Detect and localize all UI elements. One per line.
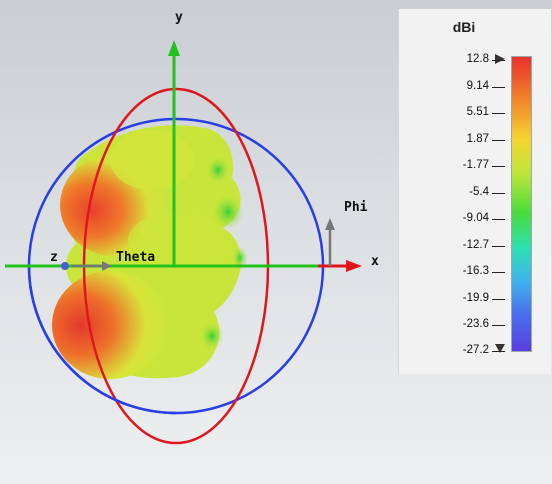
x-axis-label: x xyxy=(371,254,379,269)
legend-unit-label: dBi xyxy=(452,19,476,35)
theta-label: Theta xyxy=(116,250,156,265)
legend-tick: -12.7 xyxy=(443,239,505,253)
legend-tick: -27.2 xyxy=(443,344,505,358)
legend-tick: -5.4 xyxy=(443,186,505,200)
legend-tick: 1.87 xyxy=(443,133,505,147)
legend-tick: -16.3 xyxy=(443,265,505,279)
colorbar xyxy=(511,56,532,352)
legend-tick: 5.51 xyxy=(443,106,505,120)
legend-tick: -1.77 xyxy=(443,159,505,173)
legend-tick: 12.8 xyxy=(443,53,505,67)
phi-label: Phi xyxy=(344,200,368,215)
max-marker-icon xyxy=(495,54,505,64)
legend-tick: -9.04 xyxy=(443,212,505,226)
z-axis-label: z xyxy=(50,250,58,265)
legend-tick: -23.6 xyxy=(443,318,505,332)
x-axis-arrow-icon xyxy=(346,260,362,272)
legend-tick: 9.14 xyxy=(443,80,505,94)
far-field-pattern-plot[interactable] xyxy=(0,0,398,484)
theta-arrow-icon xyxy=(102,261,112,271)
min-marker-icon xyxy=(495,344,505,353)
z-axis-point-icon xyxy=(61,262,69,270)
phi-arrow-icon xyxy=(325,218,335,230)
legend-tick: -19.9 xyxy=(443,292,505,306)
y-axis-label: y xyxy=(175,10,183,25)
color-legend: dBi 12.8 9.14 5.51 1.87 -1.77 -5.4 -9.04… xyxy=(398,9,551,374)
y-axis-arrow-icon xyxy=(168,40,180,56)
